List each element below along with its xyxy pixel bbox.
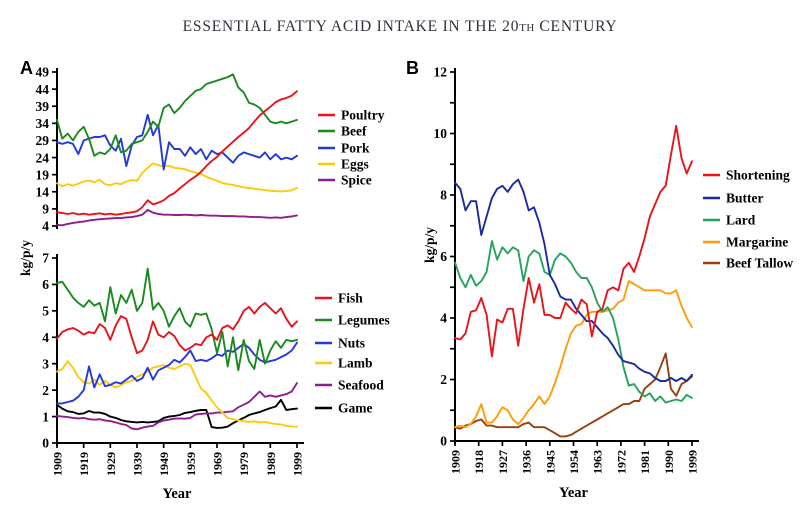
legend-label-shortening: Shortening: [726, 168, 790, 183]
y-tick-label: 44: [36, 82, 50, 97]
legend-label-lard: Lard: [726, 213, 756, 228]
y-tick-label: 4: [440, 311, 447, 326]
legend-label-lamb: Lamb: [338, 356, 373, 371]
y-tick-label: 2: [440, 372, 447, 387]
x-tick-label: 1918: [472, 450, 486, 474]
figure-title-suffix: CENTURY: [534, 18, 618, 35]
figure-title: ESSENTIAL FATTY ACID INTAKE IN THE 20TH …: [0, 18, 800, 36]
y-tick-label: 3: [42, 356, 49, 371]
series-line-shortening: [454, 124, 693, 358]
legend-label-legumes: Legumes: [338, 313, 390, 328]
chart-panel-a-bottom: 0 1 2 3 4 5 6 7 1909 1919 1929 1939 1949 1959 1969 1979…: [42, 251, 390, 502]
y-tick-label: 8: [440, 188, 447, 203]
y-tick-label: 6: [42, 277, 49, 292]
x-tick-label: 1981: [638, 450, 652, 474]
x-tick-label: 1969: [211, 452, 225, 476]
x-tick-label: 1954: [567, 450, 581, 474]
y-tick-label: 19: [36, 167, 50, 182]
x-tick-label: 1959: [184, 452, 198, 476]
x-tick-label: 1936: [520, 450, 534, 474]
x-axis-label: Year: [559, 485, 589, 501]
x-tick-label: 1999: [686, 450, 700, 474]
chart-panel-a-top: 491419242934394449PoultryBeefPorkEggsSpi…: [36, 65, 385, 234]
series-line-margarine: [454, 280, 693, 429]
y-tick-label: 7: [42, 251, 49, 266]
x-tick-label: 1949: [157, 452, 171, 476]
panel-a-label: A: [20, 58, 33, 78]
y-tick-label: 2: [42, 383, 49, 398]
legend-label-pork: Pork: [341, 141, 370, 156]
y-tick-label: 29: [36, 133, 50, 148]
x-tick-label: 1919: [77, 452, 91, 476]
y-tick-label: 9: [42, 202, 49, 217]
series-line-nuts: [56, 341, 298, 405]
x-tick-label: 1972: [614, 450, 628, 474]
y-tick-label: 4: [42, 330, 49, 345]
series-line-poultry: [56, 90, 298, 216]
series-line-beef: [56, 73, 298, 157]
y-tick-label: 34: [36, 116, 50, 131]
x-tick-label: 1909: [449, 450, 463, 474]
panel-b-label: B: [406, 58, 419, 78]
series-line-fish: [56, 301, 298, 355]
figure-title-prefix: ESSENTIAL FATTY ACID INTAKE IN THE 20: [182, 18, 520, 35]
y-tick-label: 12: [434, 65, 448, 80]
x-tick-label: 1979: [237, 452, 251, 476]
legend-label-butter: Butter: [726, 191, 764, 206]
series-line-beef-tallow: [454, 352, 693, 438]
y-tick-label: 24: [36, 150, 50, 165]
x-tick-label: 1945: [543, 450, 557, 474]
y-tick-label: 39: [36, 99, 50, 114]
legend-label-eggs: Eggs: [341, 157, 369, 172]
y-tick-label: 1: [42, 409, 49, 424]
x-tick-label: 1990: [662, 450, 676, 474]
legend-label-poultry: Poultry: [341, 108, 385, 123]
x-tick-label: 1927: [496, 450, 510, 474]
series-line-legumes: [56, 267, 298, 372]
legend-label-fish: Fish: [338, 291, 363, 306]
series-line-butter: [454, 178, 693, 382]
legend-label-nuts: Nuts: [338, 336, 365, 351]
x-axis-label: Year: [163, 486, 193, 502]
x-tick-label: 1963: [591, 450, 605, 474]
x-tick-label: 1999: [291, 452, 305, 476]
legend-label-seafood: Seafood: [338, 378, 384, 393]
series-line-game: [56, 398, 298, 429]
series-line-spice: [56, 208, 298, 227]
y-tick-label: 5: [42, 304, 49, 319]
series-line-eggs: [56, 162, 298, 193]
legend-label-beef: Beef: [341, 124, 367, 139]
legend-label-beef-tallow: Beef Tallow: [726, 256, 793, 271]
y-tick-label: 14: [36, 185, 50, 200]
x-tick-label: 1939: [131, 452, 145, 476]
y-tick-label: 0: [440, 434, 447, 449]
series-line-seafood: [56, 382, 298, 431]
y-tick-label: 0: [42, 436, 49, 451]
y-tick-label: 6: [440, 249, 447, 264]
legend-label-game: Game: [338, 401, 373, 416]
x-tick-label: 1909: [51, 452, 65, 476]
y-tick-label: 10: [434, 126, 448, 141]
figure-title-superscript: TH: [519, 22, 535, 34]
legend-label-spice: Spice: [341, 173, 372, 188]
series-line-pork: [56, 113, 298, 171]
legend-label-margarine: Margarine: [726, 235, 788, 250]
x-tick-label: 1929: [104, 452, 118, 476]
y-tick-label: 49: [36, 65, 50, 80]
x-tick-label: 1989: [264, 452, 278, 476]
y-tick-label: 4: [42, 219, 49, 234]
chart-panel-b: 0 2 4 6 8 10 12 1909 1918 1927 1936 1945 1954 1963 197…: [434, 65, 794, 501]
series-line-lard: [454, 240, 693, 404]
